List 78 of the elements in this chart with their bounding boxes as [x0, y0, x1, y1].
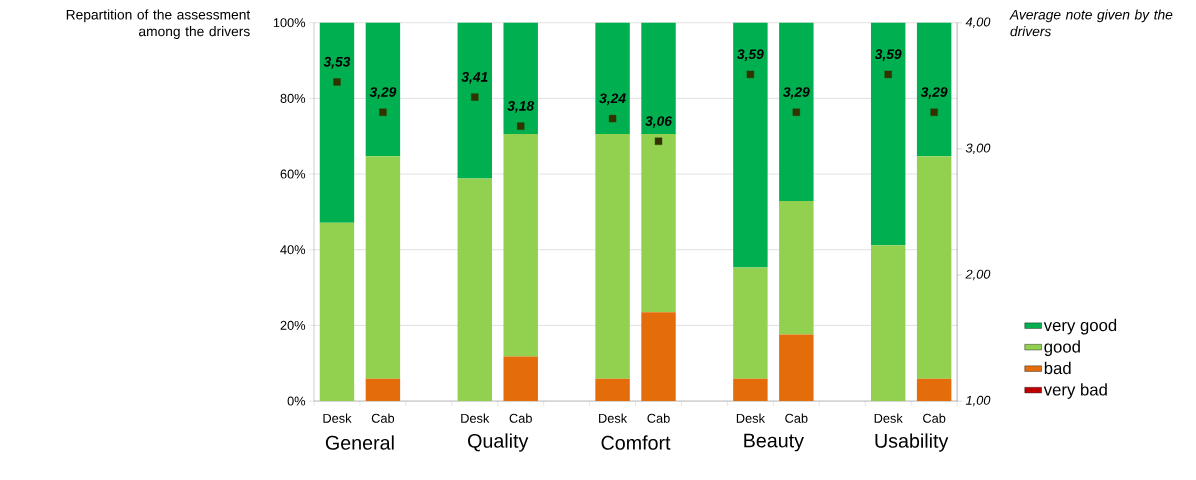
bar — [319, 22, 355, 223]
data-label: 3,53 — [323, 56, 351, 69]
bar — [595, 378, 630, 402]
bar — [503, 133, 538, 357]
y-tick-label: 20% — [280, 320, 306, 330]
y-tick-label: 40% — [280, 245, 306, 255]
bar — [457, 178, 492, 402]
point — [379, 108, 387, 116]
data-label: 3,41 — [461, 71, 488, 84]
bar — [457, 22, 492, 179]
y-tick-label: 80% — [280, 93, 306, 103]
point — [608, 114, 617, 123]
bar — [733, 22, 768, 268]
bar — [641, 133, 676, 313]
point — [884, 70, 892, 79]
bar — [641, 22, 676, 134]
x-tick-label: Cab — [509, 413, 532, 423]
legend-label: very good — [1043, 318, 1117, 335]
data-label: 3,59 — [737, 49, 764, 62]
x-tick-label: Cab — [785, 413, 808, 423]
point — [654, 137, 663, 145]
point — [792, 108, 800, 116]
text: Quality — [468, 433, 529, 452]
data-label: 3,29 — [920, 87, 948, 99]
x-tick-label: Cab — [923, 413, 946, 423]
data-label: 3,59 — [874, 49, 902, 62]
data-label: 3,06 — [645, 116, 672, 128]
point — [930, 108, 938, 116]
legend-label: very bad — [1043, 383, 1107, 399]
y-axis-title: Repartition of the assessment among the drivers — [66, 9, 251, 39]
text: General — [325, 435, 394, 450]
bar — [641, 312, 676, 402]
data-label: 3,18 — [507, 100, 535, 113]
bar — [365, 22, 401, 157]
y-tick-label: 0% — [287, 396, 306, 406]
x-tick-label: Desk — [461, 413, 490, 423]
point — [517, 122, 525, 130]
x-tick-label: Desk — [736, 413, 765, 423]
point — [746, 70, 755, 79]
bar — [595, 22, 630, 134]
text: Comfort — [601, 435, 671, 450]
y2-tick-label: 2,00 — [965, 269, 991, 281]
bar — [503, 356, 538, 402]
y2-tick-label: 3,00 — [965, 143, 991, 155]
bar — [595, 133, 630, 379]
bar — [779, 22, 814, 201]
x-tick-label: Desk — [323, 413, 352, 423]
x-tick-label: Desk — [599, 413, 628, 423]
bar — [733, 267, 768, 379]
text: Beauty — [744, 433, 804, 452]
point — [333, 78, 341, 86]
x-tick-label: Desk — [874, 413, 903, 423]
bar — [503, 22, 538, 134]
bar — [733, 378, 768, 402]
y-tick-label: 100% — [273, 18, 306, 28]
bar — [779, 334, 814, 402]
legend-label: good — [1044, 340, 1080, 356]
bar — [916, 22, 952, 157]
y2-tick-label: 4,00 — [965, 17, 991, 28]
bar — [870, 245, 906, 402]
bar — [365, 378, 401, 402]
y-tick-label: 60% — [280, 169, 306, 179]
bar — [870, 22, 906, 246]
bar — [779, 200, 814, 335]
text: Usability — [875, 433, 949, 452]
bar — [916, 378, 952, 402]
data-label: 3,24 — [599, 93, 626, 106]
y2-axis-title: Average note given by the drivers — [1009, 9, 1173, 37]
x-tick-label: Cab — [371, 413, 395, 423]
bar — [319, 222, 355, 402]
x-tick-label: Cab — [647, 413, 670, 423]
y2-tick-label: 1,00 — [965, 395, 991, 407]
data-label: 3,29 — [369, 87, 397, 99]
bar — [916, 156, 952, 379]
bar — [365, 156, 401, 379]
legend-label: bad — [1044, 361, 1071, 375]
data-label: 3,29 — [783, 87, 810, 99]
point — [471, 93, 479, 101]
